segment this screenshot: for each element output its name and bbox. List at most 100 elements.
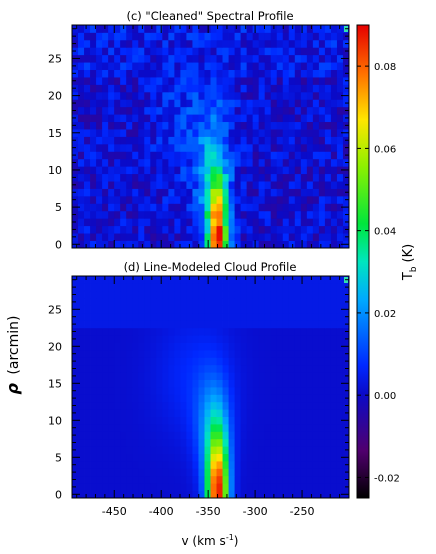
heatmap-cell xyxy=(306,166,314,175)
heatmap-cell xyxy=(300,290,308,299)
heatmap-cell xyxy=(288,305,296,314)
heatmap-cell xyxy=(312,121,320,130)
heatmap-cell xyxy=(156,69,163,78)
heatmap-cell xyxy=(144,320,151,329)
heatmap-cell xyxy=(222,387,229,395)
heatmap-cell xyxy=(270,69,278,78)
heatmap-cell xyxy=(204,106,211,115)
heatmap-cell xyxy=(102,409,109,417)
heatmap-cell xyxy=(174,143,181,152)
heatmap-cell xyxy=(234,446,242,454)
heatmap-cell xyxy=(96,151,103,160)
heatmap-cell xyxy=(336,240,344,249)
heatmap-cell xyxy=(84,276,91,284)
heatmap-cell xyxy=(282,84,290,93)
heatmap-cell xyxy=(270,453,278,462)
heatmap-cell xyxy=(198,424,205,432)
heatmap-cell xyxy=(180,475,187,484)
heatmap-cell xyxy=(312,173,320,182)
heatmap-cell xyxy=(150,387,157,395)
heatmap-cell xyxy=(114,136,121,145)
heatmap-cell xyxy=(180,327,187,336)
heatmap-cell xyxy=(204,203,211,212)
heatmap-cell xyxy=(102,114,109,123)
heatmap-cell xyxy=(126,99,133,108)
heatmap-cell xyxy=(138,62,145,70)
heatmap-cell xyxy=(126,342,133,351)
heatmap-cell xyxy=(282,173,290,182)
heatmap-cell xyxy=(228,181,235,189)
heatmap-cell xyxy=(264,151,272,160)
heatmap-cell xyxy=(204,173,211,182)
heatmap-cell xyxy=(216,424,223,432)
heatmap-cell xyxy=(336,166,344,175)
heatmap-cell xyxy=(198,143,205,152)
heatmap-cell xyxy=(234,298,242,306)
heatmap-cell xyxy=(222,490,229,499)
heatmap-cell xyxy=(84,350,91,358)
heatmap-cell xyxy=(306,240,314,249)
heatmap-cell xyxy=(192,298,199,306)
heatmap-cell xyxy=(210,143,217,152)
heatmap-cell xyxy=(78,313,85,321)
heatmap-cell xyxy=(114,394,121,403)
heatmap-cell xyxy=(264,143,272,152)
heatmap-cell xyxy=(198,129,205,137)
heatmap-cell xyxy=(78,69,85,78)
heatmap-cell xyxy=(252,173,260,182)
heatmap-cell xyxy=(84,283,91,292)
heatmap-cell xyxy=(78,438,85,447)
heatmap-cell xyxy=(144,364,151,373)
heatmap-cell xyxy=(192,39,199,48)
heatmap-cell xyxy=(318,283,326,292)
heatmap-cell xyxy=(174,313,181,321)
heatmap-cell xyxy=(288,158,296,167)
heatmap-cell xyxy=(126,39,133,48)
heatmap-cell xyxy=(246,350,254,358)
heatmap-cell xyxy=(102,77,109,85)
heatmap-cell xyxy=(192,453,199,462)
heatmap-cell xyxy=(234,416,242,425)
heatmap-cell xyxy=(108,218,115,227)
heatmap-cell xyxy=(210,305,217,314)
heatmap-cell xyxy=(282,372,290,380)
heatmap-cell xyxy=(252,401,260,410)
heatmap-cell xyxy=(126,409,133,417)
heatmap-cell xyxy=(138,350,145,358)
heatmap-cell xyxy=(204,181,211,189)
heatmap-cell xyxy=(216,225,223,234)
heatmap-cell xyxy=(216,379,223,388)
heatmap-cell xyxy=(240,490,248,499)
heatmap-cell xyxy=(294,195,302,204)
heatmap-cell xyxy=(234,461,242,469)
heatmap-cell xyxy=(78,91,85,100)
heatmap-cell xyxy=(198,401,205,410)
heatmap-cell xyxy=(216,387,223,395)
heatmap-cell xyxy=(240,475,248,484)
colorbar-label: Tb(K) xyxy=(401,244,419,281)
heatmap-cell xyxy=(210,283,217,292)
heatmap-cell xyxy=(156,446,163,454)
heatmap-cell xyxy=(90,84,97,93)
heatmap-cell xyxy=(270,218,278,227)
heatmap-cell xyxy=(84,173,91,182)
heatmap-cell xyxy=(300,276,308,284)
heatmap-cell xyxy=(336,158,344,167)
heatmap-cell xyxy=(204,136,211,145)
heatmap-cell xyxy=(276,54,284,63)
heatmap-cell xyxy=(186,136,193,145)
heatmap-cell xyxy=(234,25,242,33)
heatmap-cell xyxy=(330,342,338,351)
heatmap-cell xyxy=(336,32,344,41)
heatmap-cell xyxy=(288,335,296,343)
heatmap-cell xyxy=(90,151,97,160)
heatmap-cell xyxy=(192,151,199,160)
heatmap-cell xyxy=(120,327,127,336)
heatmap-cell xyxy=(288,364,296,373)
heatmap-cell xyxy=(156,305,163,314)
heatmap-cell xyxy=(288,129,296,137)
heatmap-cell xyxy=(258,320,266,329)
heatmap-cell xyxy=(228,54,235,63)
heatmap-cell xyxy=(270,195,278,204)
heatmap-cell xyxy=(258,91,266,100)
